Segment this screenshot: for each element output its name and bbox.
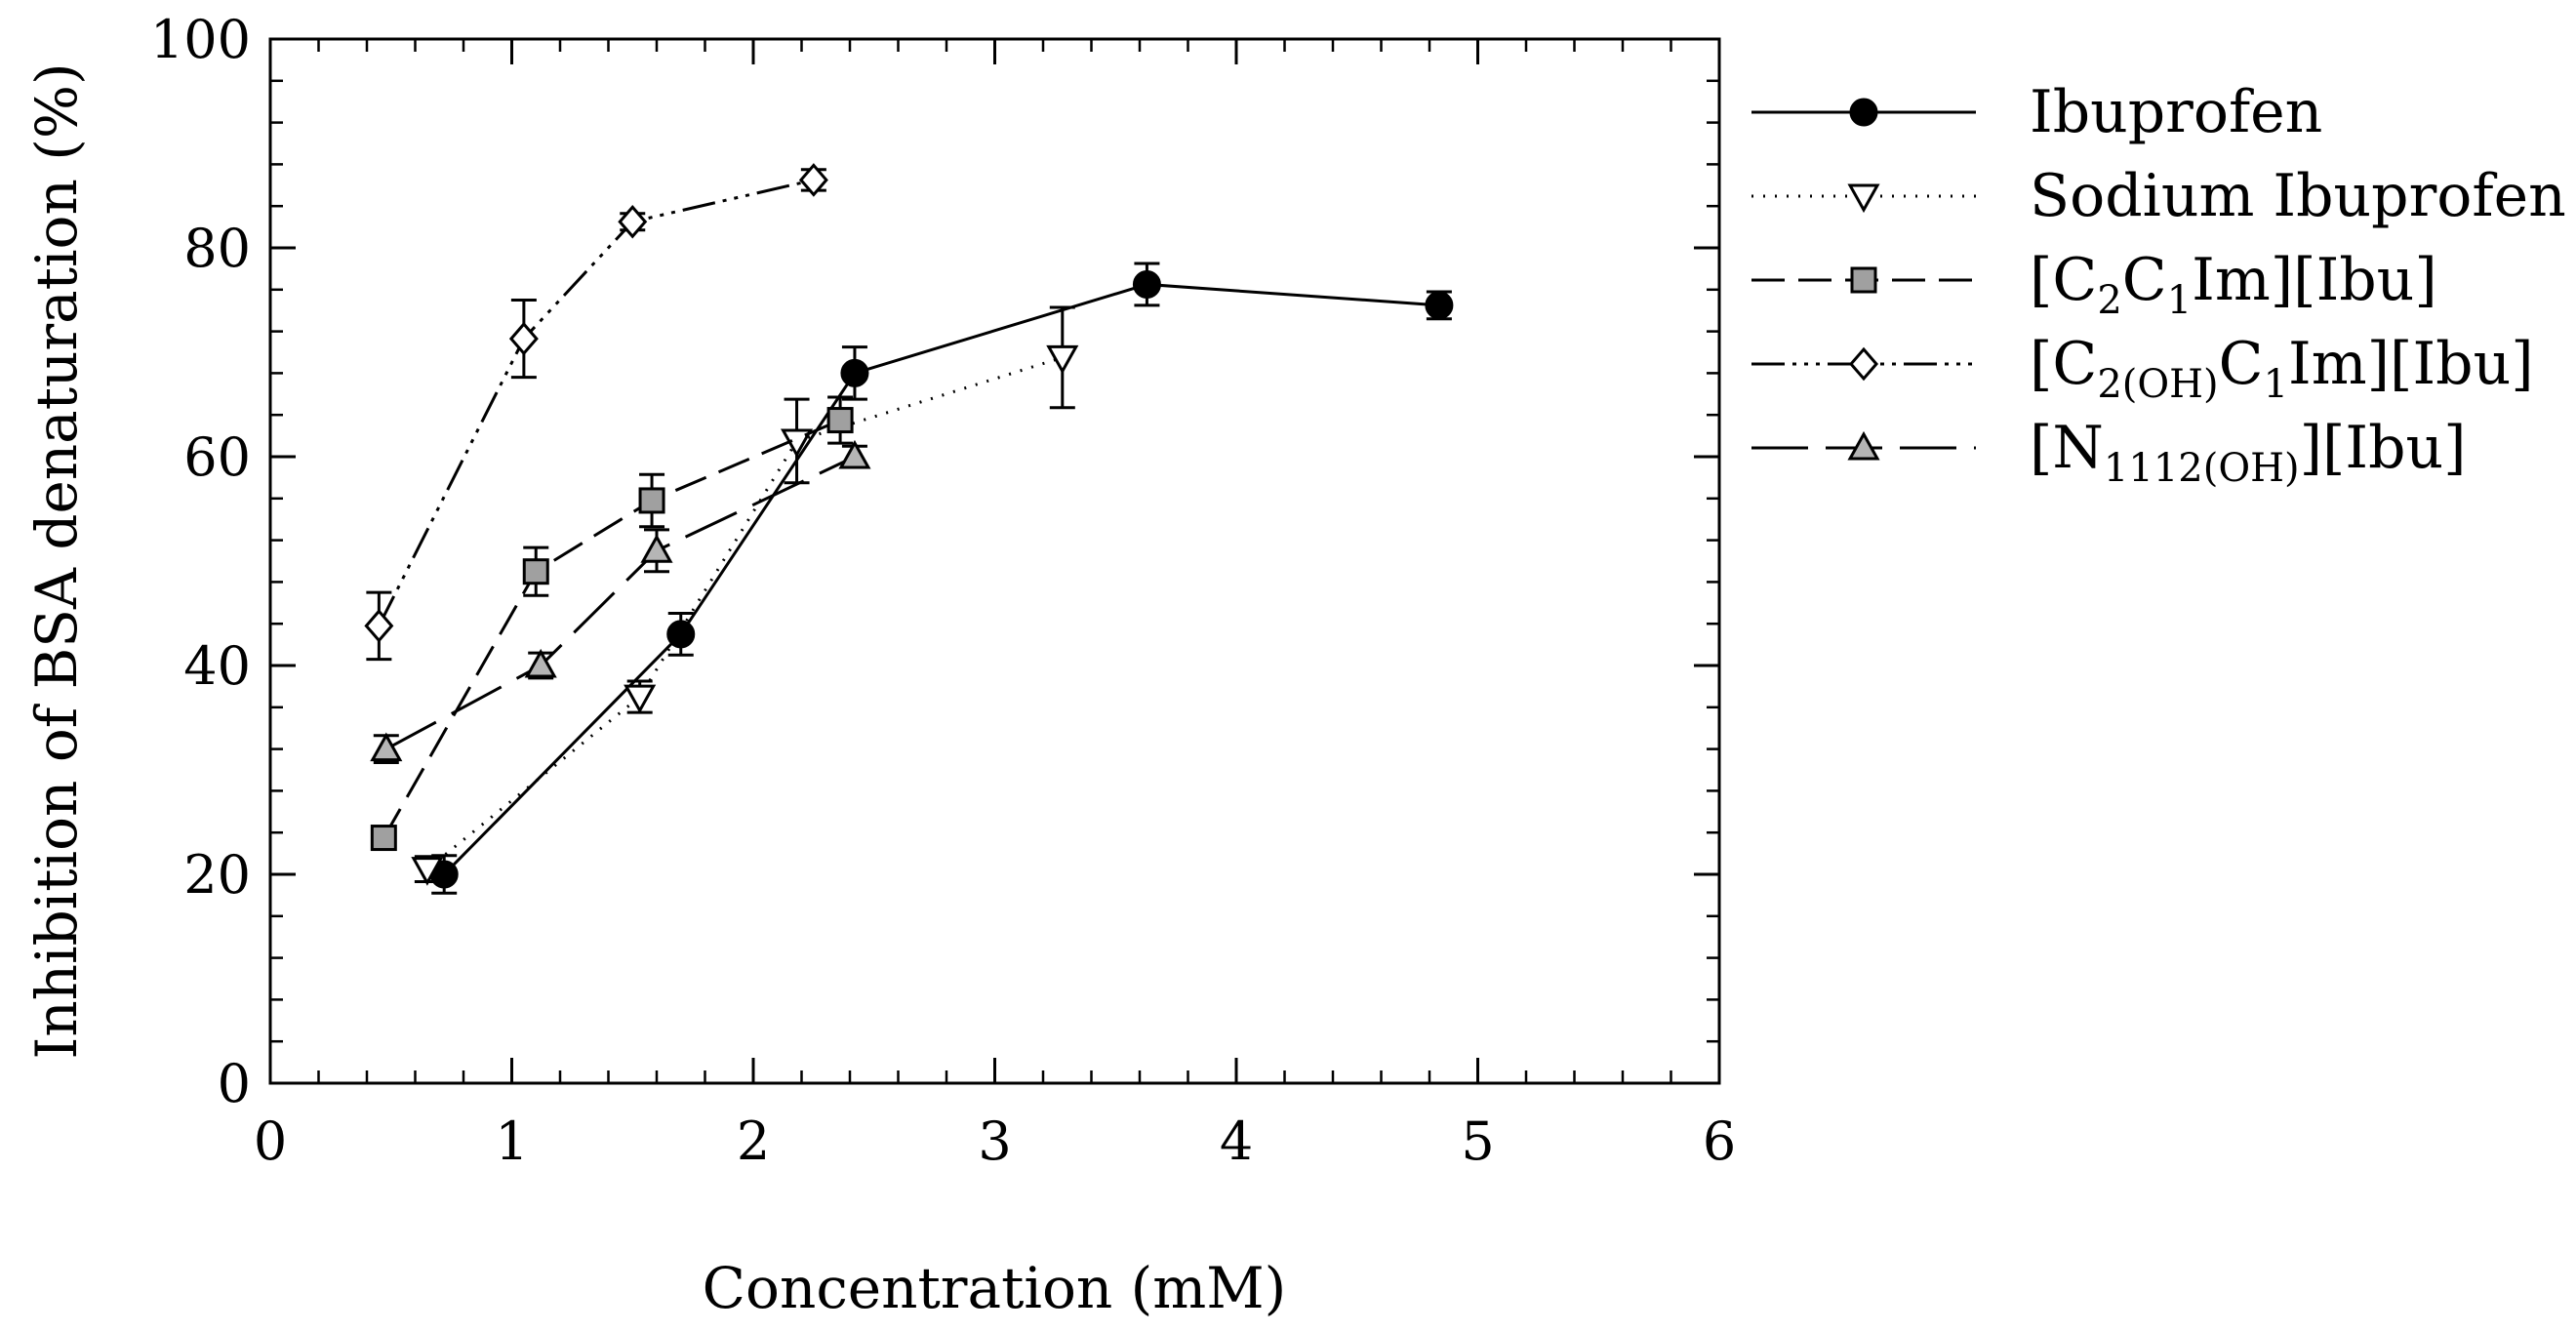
- series-3-point: [826, 407, 854, 434]
- legend-text: [C: [2030, 246, 2097, 314]
- y-tick-label: 20: [183, 844, 251, 906]
- legend-marker: [1849, 346, 1878, 382]
- series-1-point: [1132, 269, 1161, 299]
- x-tick-label: 0: [254, 1110, 287, 1172]
- series-4-point: [618, 204, 648, 239]
- series-4-point: [364, 609, 394, 643]
- x-tick-label: 3: [978, 1110, 1011, 1172]
- series-2-line: [425, 355, 1064, 870]
- series-5-point: [524, 648, 557, 678]
- series-5-point: [640, 534, 673, 563]
- minor-ticks: [270, 39, 1719, 1083]
- series-2: [411, 305, 1079, 886]
- legend-subscript: 1: [2264, 362, 2288, 407]
- series-layer: [364, 163, 1454, 895]
- legend-text: Im][Ibu]: [2288, 330, 2534, 398]
- major-ticks: [268, 37, 1721, 1085]
- legend-label: Sodium Ibuprofen: [2030, 162, 2566, 230]
- legend-item-4: [C2(OH)​C1​Im][Ibu]: [1751, 330, 2534, 407]
- legend-text: C: [2122, 246, 2167, 314]
- series-5-line: [385, 455, 856, 750]
- series-1: [429, 262, 1454, 895]
- legend-text: [N: [2030, 414, 2104, 482]
- x-tick-label: 5: [1461, 1110, 1494, 1172]
- series-5-point: [370, 732, 403, 762]
- series-1-point: [666, 620, 696, 649]
- series-3-point: [638, 487, 665, 514]
- legend-text: Im][Ibu]: [2192, 246, 2437, 314]
- legend-text: ][Ibu]: [2300, 414, 2467, 482]
- legend-item-2: Sodium Ibuprofen: [1751, 162, 2566, 230]
- series-5-point: [838, 439, 871, 469]
- series-5: [370, 439, 871, 765]
- series-4-line: [378, 178, 815, 627]
- legend-label: [C2​C1​Im][Ibu]: [2030, 246, 2437, 323]
- legend-subscript: 2(OH): [2097, 362, 2218, 407]
- legend-marker: [1850, 266, 1877, 294]
- legend-item-3: [C2​C1​Im][Ibu]: [1751, 246, 2437, 323]
- legend-subscript: 1: [2167, 278, 2192, 323]
- legend-item-1: Ibuprofen: [1751, 78, 2322, 146]
- y-tick-label: 60: [183, 426, 251, 488]
- legend-text: [C: [2030, 330, 2097, 398]
- legend-item-5: [N1112(OH)​][Ibu]: [1751, 414, 2467, 491]
- legend-marker: [1849, 98, 1878, 127]
- x-tick-label: 1: [495, 1110, 528, 1172]
- series-1-point: [840, 358, 869, 387]
- series-3: [370, 395, 854, 852]
- series-4: [364, 163, 828, 662]
- legend-label: [N1112(OH)​][Ibu]: [2030, 414, 2467, 491]
- y-axis-label: Inhibition of BSA denaturation (%): [23, 62, 90, 1059]
- y-tick-label: 100: [150, 9, 251, 70]
- x-tick-labels: 0 1 2 3 4 5 6: [254, 1110, 1736, 1172]
- series-3-line: [382, 419, 841, 839]
- legend-label: [C2(OH)​C1​Im][Ibu]: [2030, 330, 2534, 407]
- series-4-point: [508, 321, 539, 356]
- series-3-point: [522, 558, 549, 585]
- series-2-point: [411, 857, 444, 886]
- legend-text: Ibuprofen: [2030, 78, 2322, 146]
- series-1-point: [1425, 291, 1454, 320]
- legend: Ibuprofen Sodium Ibuprofen [C2​C1​Im][Ibu]…: [1751, 78, 2566, 491]
- y-tick-label: 40: [183, 635, 251, 697]
- y-tick-label: 0: [218, 1053, 251, 1114]
- x-tick-label: 6: [1703, 1110, 1736, 1172]
- x-tick-label: 4: [1220, 1110, 1253, 1172]
- plot-frame: [268, 37, 1721, 1085]
- x-axis-label: Concentration (mM): [703, 1255, 1287, 1321]
- y-tick-label: 80: [183, 218, 251, 279]
- x-tick-label: 2: [737, 1110, 770, 1172]
- legend-subscript: 2: [2097, 278, 2121, 323]
- legend-text: C: [2219, 330, 2264, 398]
- series-2-point: [624, 684, 657, 714]
- legend-label: Ibuprofen: [2030, 78, 2322, 146]
- legend-subscript: 1112(OH): [2104, 446, 2300, 491]
- legend-text: Sodium Ibuprofen: [2030, 162, 2566, 230]
- legend-marker: [1847, 183, 1880, 214]
- series-3-point: [370, 825, 397, 852]
- series-4-point: [798, 163, 828, 197]
- series-2-point: [1046, 344, 1079, 375]
- y-tick-labels: 0 20 40 60 80 100: [150, 9, 251, 1114]
- legend-marker: [1847, 430, 1880, 461]
- series-1-line: [443, 282, 1440, 876]
